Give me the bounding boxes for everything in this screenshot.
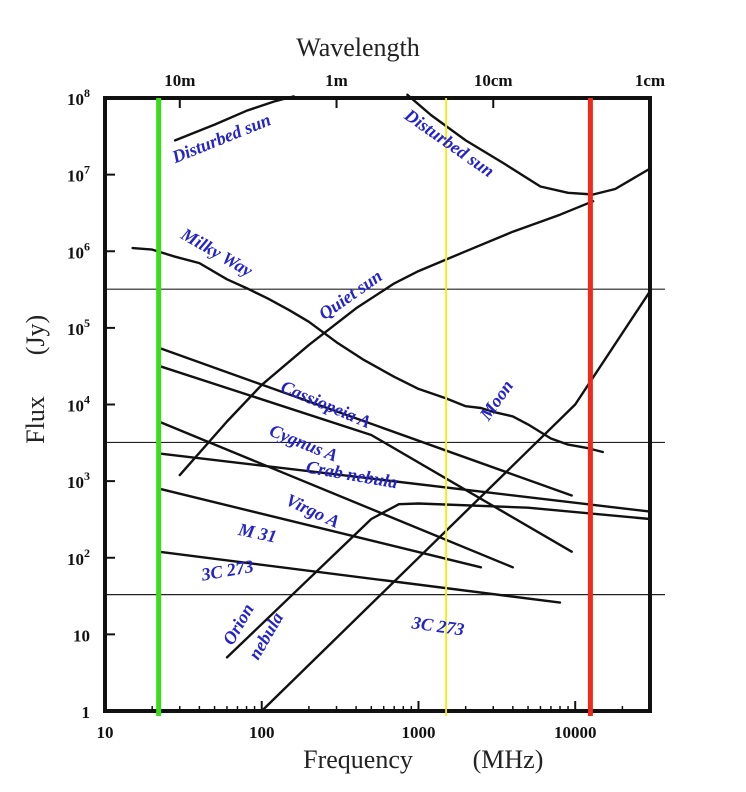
series-virgo-a [157, 420, 514, 569]
series-orion-nebula [225, 502, 652, 659]
y-tick-label: 104 [67, 393, 90, 416]
series-m-31 [157, 487, 483, 569]
wavelength-tick-label: 1m [325, 71, 348, 90]
y-axis-label: Flux [21, 396, 50, 444]
x-tick-label: 10 [97, 723, 114, 742]
series-cygnus-a [157, 364, 573, 553]
series-3c-273 [157, 550, 562, 604]
plot-area: 10 100 1000 10000 1 10 102 103 104 105 106 107 108 10… [67, 71, 665, 742]
x-tick-label: 100 [249, 723, 275, 742]
label-disturbed-sun: Disturbed sun [168, 109, 273, 167]
wavelength-tick-label: 1cm [635, 71, 665, 90]
y-tick-label: 10 [73, 626, 90, 645]
label-3c-273: 3C 273 [410, 612, 466, 639]
label-3c-273: 3C 273 [199, 556, 255, 585]
y-tick-label: 1 [82, 703, 91, 722]
series-milky-way [131, 246, 604, 454]
label-cygnus-a: Cygnus A [267, 420, 341, 465]
y-tick-label: 102 [67, 546, 90, 569]
x-axis-unit: (MHz) [473, 745, 544, 774]
wavelength-tick-label: 10m [164, 71, 195, 90]
series-disturbed-sun-high [406, 93, 652, 196]
series-cassiopeia-a [157, 346, 573, 497]
y-tick-label: 107 [67, 163, 90, 186]
y-axis-unit: (Jy) [21, 315, 50, 355]
label-m-31: M 31 [236, 519, 279, 547]
label-moon: Moon [475, 376, 517, 424]
series-crab-nebula [157, 452, 652, 513]
y-tick-label: 105 [67, 316, 90, 339]
label-cassiopeia-a: Cassiopeia A [278, 376, 374, 432]
plot-frame [103, 96, 652, 713]
y-tick-label: 108 [67, 86, 90, 109]
x-tick-label: 10000 [554, 723, 597, 742]
series-quiet-sun [178, 200, 595, 477]
series-moon [260, 290, 652, 713]
label-disturbed-sun: Disturbed sun [400, 104, 498, 181]
x-tick-label: 1000 [401, 723, 435, 742]
wavelength-tick-label: 10cm [474, 71, 513, 90]
chart-title: Wavelength [296, 33, 420, 62]
y-tick-label: 103 [67, 469, 90, 492]
y-tick-label: 106 [67, 239, 90, 262]
x-axis-label: Frequency [303, 745, 413, 774]
series-disturbed-sun-low [173, 95, 295, 142]
